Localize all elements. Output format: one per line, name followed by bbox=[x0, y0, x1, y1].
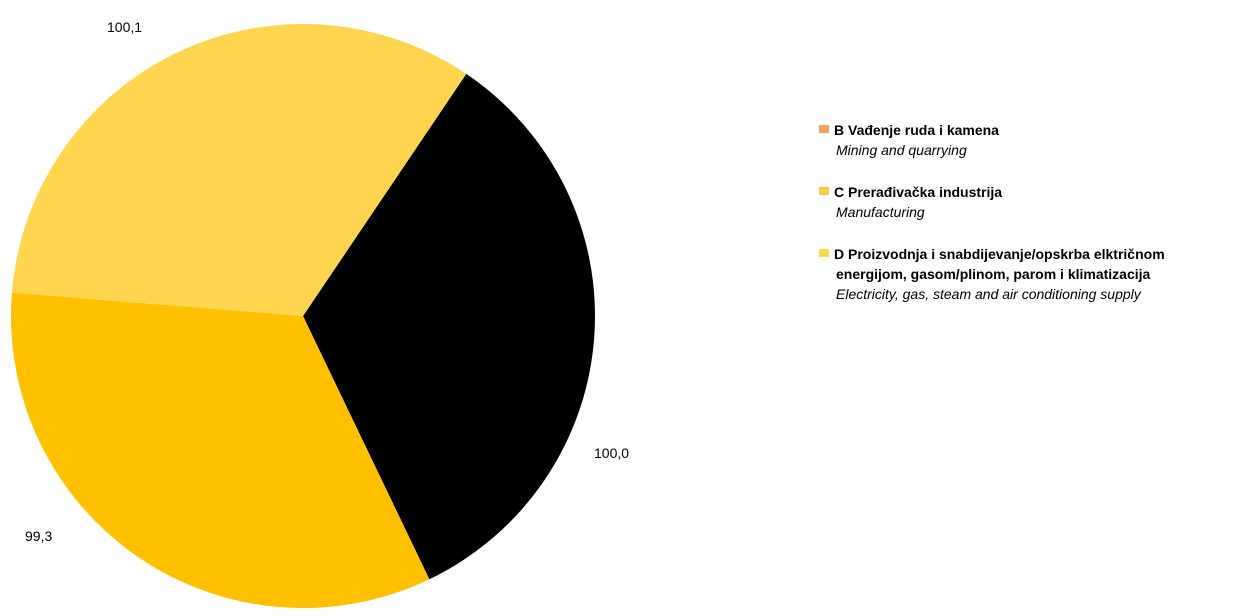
legend-item-manufacturing: C Prerađivačka industrija Manufacturing bbox=[818, 182, 1233, 222]
legend-title-electricity: D Proizvodnja i snabdijevanje/opskrba el… bbox=[834, 246, 1165, 282]
data-label-electricity: 99,3 bbox=[25, 528, 53, 544]
data-label-manufacturing: 100,0 bbox=[594, 445, 630, 461]
data-label-mining: 100,1 bbox=[107, 19, 143, 35]
legend-subtitle-manufacturing: Manufacturing bbox=[836, 204, 925, 220]
legend-title-manufacturing: C Prerađivačka industrija bbox=[834, 184, 1003, 200]
legend: B Vađenje ruda i kamena Mining and quarr… bbox=[818, 120, 1233, 326]
legend-swatch-manufacturing bbox=[819, 187, 829, 195]
pie-slice-mining bbox=[303, 73, 595, 580]
legend-item-mining: B Vađenje ruda i kamena Mining and quarr… bbox=[818, 120, 1233, 160]
legend-swatch-electricity bbox=[819, 249, 829, 257]
legend-swatch-mining bbox=[819, 125, 829, 133]
legend-item-electricity: D Proizvodnja i snabdijevanje/opskrba el… bbox=[818, 244, 1233, 304]
pie-slice-electricity bbox=[11, 24, 467, 317]
legend-title-mining: B Vađenje ruda i kamena bbox=[834, 122, 999, 138]
legend-subtitle-electricity: Electricity, gas, steam and air conditio… bbox=[836, 286, 1141, 302]
legend-subtitle-mining: Mining and quarrying bbox=[836, 142, 967, 158]
pie-slice-manufacturing bbox=[10, 292, 430, 609]
